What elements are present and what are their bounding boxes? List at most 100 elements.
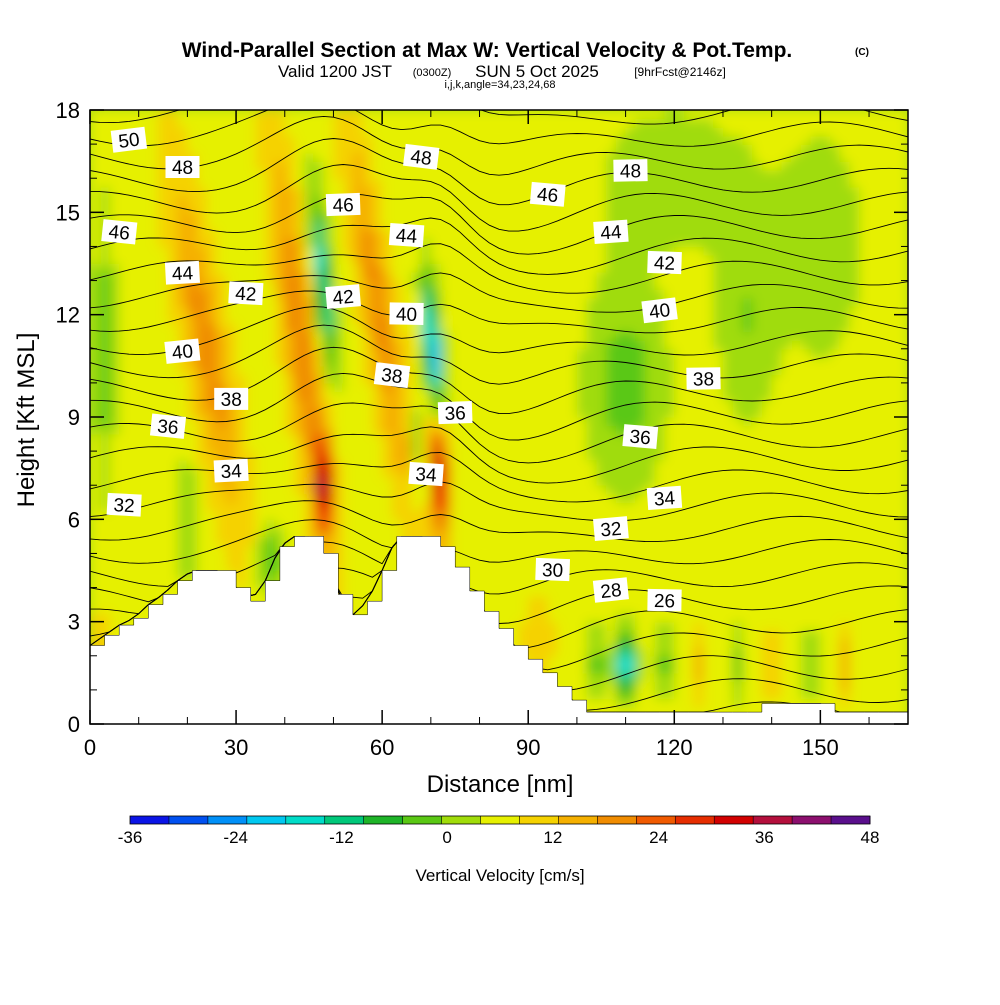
field-cell [518, 118, 529, 128]
field-cell [576, 297, 588, 307]
field-cell [128, 434, 140, 444]
field-cell [440, 323, 451, 333]
field-cell [245, 587, 257, 597]
field-cell [508, 135, 520, 145]
field-cell [557, 127, 568, 137]
field-cell [703, 664, 714, 674]
field-cell [236, 127, 247, 137]
field-cell [226, 135, 237, 145]
field-cell [508, 399, 520, 410]
field-cell [236, 561, 247, 572]
field-cell [732, 519, 744, 529]
field-cell [664, 553, 675, 563]
field-cell [615, 655, 627, 665]
field-cell [693, 417, 705, 427]
field-cell [654, 280, 666, 290]
field-cell [547, 638, 559, 648]
field-cell [742, 510, 753, 520]
field-cell [421, 237, 432, 248]
field-cell [313, 135, 325, 145]
field-cell [226, 536, 237, 546]
field-cell [537, 655, 549, 665]
field-cell [479, 348, 490, 358]
field-cell [128, 485, 140, 495]
field-cell [742, 553, 753, 563]
field-cell [684, 553, 695, 563]
field-cell [713, 493, 724, 503]
field-cell [265, 365, 276, 375]
field-cell [333, 417, 344, 427]
field-cell [187, 229, 198, 239]
field-cell [567, 246, 578, 256]
field-cell [99, 135, 111, 145]
field-cell [674, 510, 685, 520]
field-cell [119, 212, 130, 222]
field-cell [440, 144, 451, 154]
field-cell [236, 237, 247, 248]
field-cell [615, 536, 627, 546]
field-cell [664, 638, 675, 648]
field-cell [469, 144, 481, 154]
field-cell [236, 408, 247, 418]
field-cell [197, 331, 208, 341]
field-cell [245, 135, 257, 145]
field-cell [206, 280, 218, 290]
field-cell [333, 579, 344, 589]
field-cell [99, 613, 111, 623]
field-cell [713, 664, 724, 674]
field-cell [284, 365, 296, 375]
field-cell [654, 152, 666, 162]
field-cell [664, 212, 675, 222]
field-cell [197, 417, 208, 427]
field-cell [722, 672, 734, 682]
field-cell [615, 323, 627, 333]
field-cell [537, 357, 549, 367]
field-cell [343, 340, 354, 350]
field-cell [489, 212, 500, 222]
field-cell [304, 289, 315, 299]
field-cell [567, 681, 578, 691]
field-cell [547, 544, 559, 555]
field-cell [450, 135, 461, 145]
field-cell [167, 561, 179, 572]
field-cell [537, 135, 549, 145]
field-cell [382, 203, 393, 213]
field-cell [372, 434, 383, 444]
field-cell [742, 493, 753, 503]
field-cell [255, 110, 266, 120]
field-cell [752, 502, 763, 512]
field-cell [752, 613, 763, 623]
field-cell [372, 169, 383, 179]
field-cell [479, 314, 490, 324]
field-cell [518, 127, 529, 137]
field-cell [635, 544, 646, 555]
field-cell [401, 254, 412, 265]
field-cell [304, 510, 315, 520]
field-cell [557, 152, 568, 162]
field-cell [421, 212, 432, 222]
field-cell [333, 459, 344, 469]
field-cell [167, 246, 179, 256]
field-cell [430, 399, 442, 410]
field-cell [245, 417, 257, 427]
field-cell [713, 237, 724, 248]
field-cell [275, 357, 286, 367]
field-cell [586, 118, 597, 128]
field-cell [460, 110, 471, 120]
field-cell [216, 331, 227, 341]
field-cell [557, 110, 568, 120]
field-cell [158, 570, 169, 580]
field-cell [450, 544, 461, 555]
field-cell [752, 689, 763, 700]
field-cell [635, 510, 646, 520]
field-cell [732, 161, 744, 171]
field-cell [119, 152, 130, 162]
field-cell [128, 417, 140, 427]
field-cell [547, 340, 559, 350]
field-cell [158, 178, 169, 188]
field-cell [752, 706, 763, 717]
field-cell [567, 323, 578, 333]
field-cell [333, 246, 344, 256]
field-cell [732, 212, 744, 222]
field-cell [684, 331, 695, 341]
